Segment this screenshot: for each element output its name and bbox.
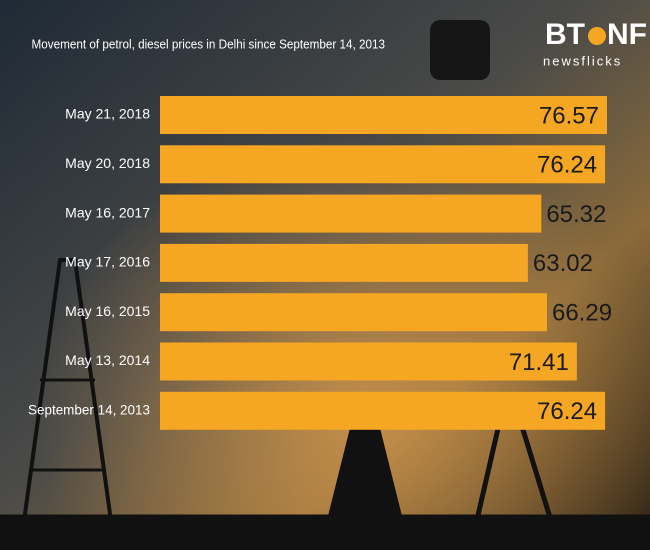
logo-tagline: newsflicks: [543, 53, 622, 68]
bar: [160, 342, 577, 381]
bar: [160, 243, 528, 282]
logo-right: NF: [607, 18, 647, 51]
value-label: 71.41: [509, 349, 569, 376]
value-label: 76.57: [539, 102, 599, 129]
bar: [160, 391, 606, 430]
logo: BT NF newsflicks: [543, 18, 647, 69]
category-label: May 13, 2014: [65, 352, 150, 368]
category-label: May 17, 2016: [65, 254, 150, 270]
chart-title: Movement of petrol, diesel prices in Del…: [32, 37, 386, 52]
bar: [160, 194, 542, 233]
category-label: May 20, 2018: [65, 155, 150, 171]
category-label: May 16, 2017: [65, 204, 150, 220]
value-label: 66.29: [552, 300, 612, 327]
bar: [160, 96, 607, 134]
value-label: 63.02: [533, 250, 593, 277]
logo-dot: [588, 27, 606, 45]
logo-left: BT: [545, 18, 585, 51]
category-label: September 14, 2013: [28, 402, 150, 418]
value-label: 65.32: [546, 201, 606, 228]
category-label: May 21, 2018: [65, 106, 150, 122]
rig-silhouettes: [0, 20, 650, 550]
bar: [160, 293, 547, 332]
value-label: 76.24: [537, 152, 597, 179]
bar: [160, 145, 606, 184]
category-label: May 16, 2015: [65, 303, 150, 319]
value-label: 76.24: [537, 398, 597, 425]
